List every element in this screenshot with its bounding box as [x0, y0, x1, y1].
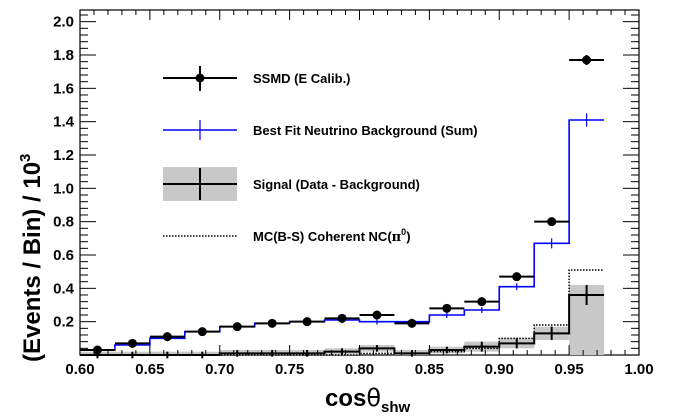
- x-tick-label-8: 1.00: [624, 361, 653, 378]
- x-axis-title-theta: θ: [366, 384, 381, 412]
- y-axis: 0.2 0.4 0.6 0.8 1.0 1.2 1.4 1.6 1.8 2.0: [53, 14, 639, 349]
- x-axis: 0.60 0.65 0.70 0.75 0.80 0.85 0.90 0.95 1.00: [65, 10, 654, 378]
- legend-label-mc: MC(B-S) Coherent NC(π0): [253, 227, 411, 245]
- legend: SSMD (E Calib.) Best Fit Neutrino Backgr…: [163, 66, 478, 245]
- ssmd-point-2: [162, 332, 172, 342]
- x-axis-title: cosθshw: [325, 384, 411, 416]
- x-tick-label-7: 0.95: [555, 361, 584, 378]
- y-tick-label-5: 1.2: [53, 147, 74, 164]
- y-tick-label-2: 0.6: [53, 247, 74, 264]
- x-tick-label-2: 0.70: [205, 361, 234, 378]
- legend-mc-suffix: ): [406, 229, 410, 244]
- y-tick-label-3: 0.8: [53, 214, 74, 231]
- y-axis-title: (Events / Bin) / 103: [17, 154, 46, 362]
- x-axis-title-subscript: shw: [381, 399, 411, 416]
- y-tick-label-0: 0.2: [53, 314, 74, 331]
- x-tick-label-4: 0.80: [345, 361, 374, 378]
- ssmd-point-1: [127, 338, 137, 348]
- ssmd-data-series: [80, 55, 605, 355]
- legend-mc-pi: π: [392, 230, 402, 245]
- ssmd-point-7: [337, 313, 347, 323]
- y-tick-label-9: 2.0: [53, 14, 74, 31]
- x-tick-label-3: 0.75: [275, 361, 304, 378]
- x-tick-label-5: 0.85: [415, 361, 444, 378]
- bestfit-step-line: [80, 119, 605, 351]
- ssmd-point-6: [302, 317, 312, 327]
- ssmd-point-3: [197, 327, 207, 337]
- y-tick-label-8: 1.8: [53, 47, 74, 64]
- x-axis-title-main: cos: [325, 385, 366, 412]
- ssmd-point-12: [512, 272, 522, 282]
- ssmd-point-10: [442, 303, 452, 313]
- legend-mc-prefix: MC(B-S) Coherent NC(: [253, 229, 392, 244]
- ssmd-point-11: [477, 297, 487, 307]
- y-tick-label-4: 1.0: [53, 180, 74, 197]
- ssmd-point-4: [232, 322, 242, 332]
- y-axis-title-exponent: 3: [17, 154, 34, 162]
- y-tick-label-6: 1.4: [53, 114, 75, 131]
- legend-label-ssmd: SSMD (E Calib.): [253, 71, 351, 86]
- ssmd-point-13: [547, 217, 557, 227]
- ssmd-point-9: [407, 318, 417, 328]
- x-tick-label-1: 0.65: [135, 361, 164, 378]
- y-axis-title-main: (Events / Bin) / 10: [19, 162, 46, 362]
- ssmd-point-8: [372, 310, 382, 320]
- y-tick-label-7: 1.6: [53, 80, 74, 97]
- legend-label-signal: Signal (Data - Background): [253, 177, 420, 192]
- ssmd-point-14: [582, 55, 592, 65]
- x-tick-label-0: 0.60: [65, 361, 94, 378]
- ssmd-point-0: [92, 345, 102, 355]
- ssmd-point-5: [267, 318, 277, 328]
- legend-mc-superscript: 0: [401, 227, 406, 237]
- y-tick-label-1: 0.4: [53, 280, 75, 297]
- x-tick-label-6: 0.90: [485, 361, 514, 378]
- legend-ssmd-marker: [195, 73, 205, 83]
- legend-label-bestfit: Best Fit Neutrino Background (Sum): [253, 123, 478, 138]
